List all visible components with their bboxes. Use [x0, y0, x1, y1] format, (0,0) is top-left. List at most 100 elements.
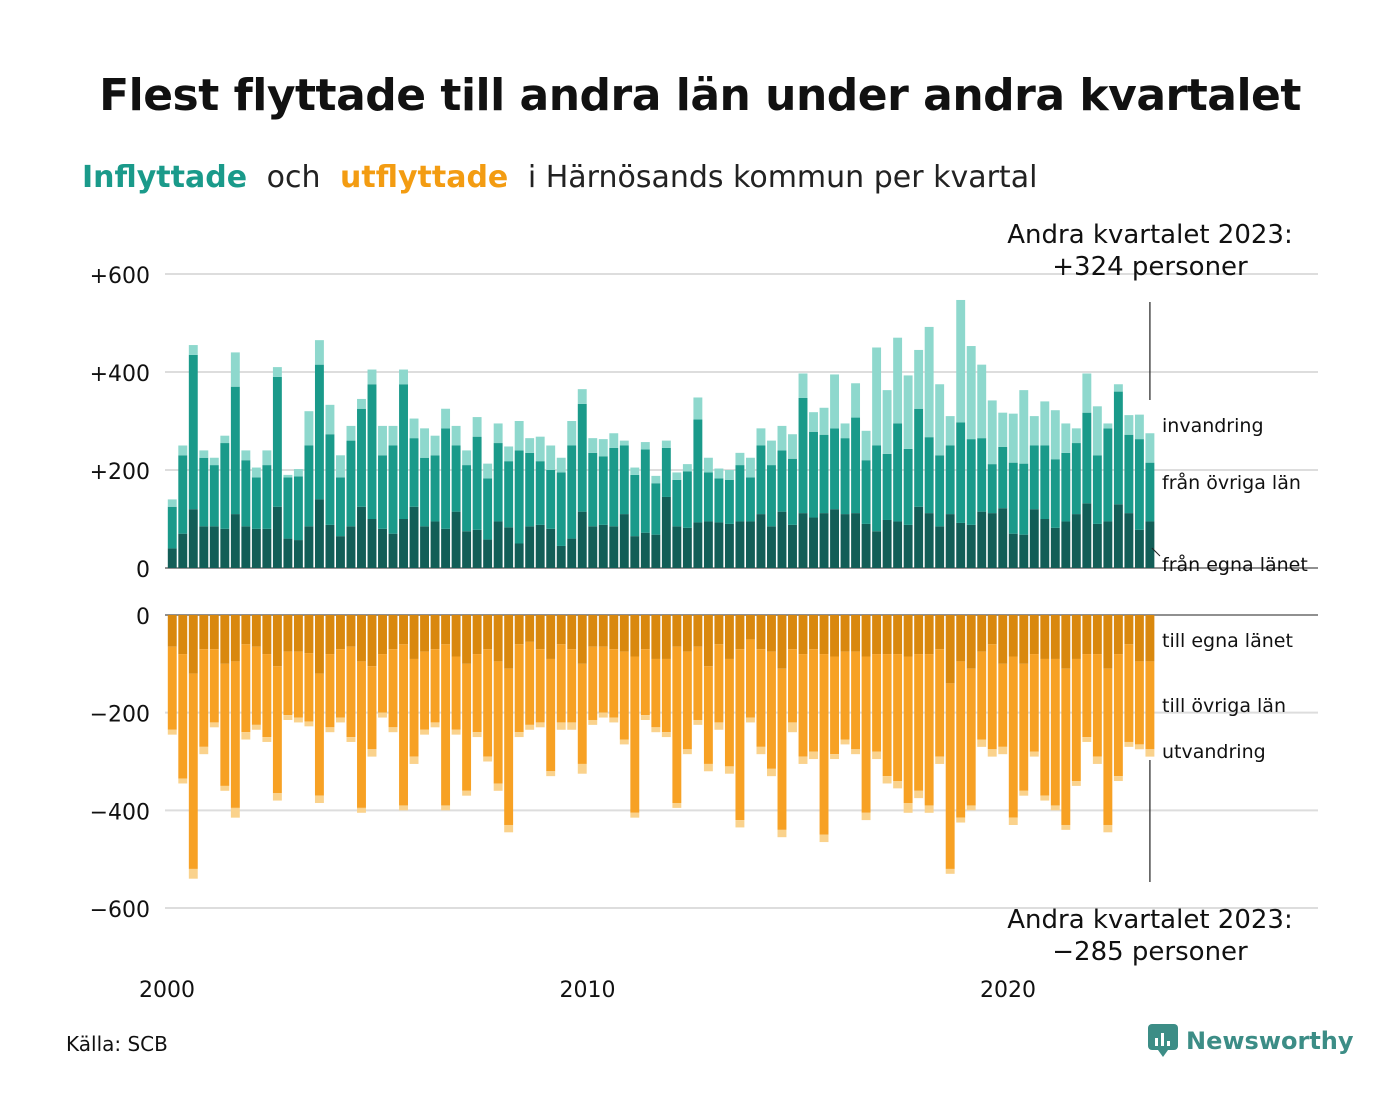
bar-out-own: [441, 615, 451, 645]
bar-out-emigration: [336, 717, 345, 723]
bar-out-emigration: [1082, 737, 1092, 742]
bar-out-emigration: [672, 803, 682, 808]
bar-in-immigration: [682, 464, 692, 472]
bar-out-other: [251, 646, 261, 725]
bar-in-own: [378, 528, 387, 568]
bar-in-other: [640, 449, 650, 533]
x-tick-label: 2010: [560, 978, 616, 1003]
bar-out-emigration: [188, 868, 198, 879]
bar-in-own: [1008, 533, 1018, 568]
series-label-till-egna-lanet: till egna länet: [1162, 630, 1293, 652]
bar-out-own: [535, 615, 545, 650]
bar-in-other: [1040, 445, 1050, 519]
bar-out-other: [745, 639, 755, 718]
bar-out-own: [619, 615, 629, 652]
bar-out-own: [430, 615, 440, 650]
bar-out-own: [378, 615, 387, 655]
bar-in-immigration: [588, 438, 598, 453]
bar-out-own: [819, 615, 829, 655]
bar-in-own: [893, 521, 903, 568]
bar-out-own: [346, 615, 356, 647]
bar-out-own: [987, 615, 997, 645]
bar-in-other: [472, 436, 482, 530]
bar-out-own: [1061, 615, 1071, 669]
bar-out-emigration: [262, 737, 272, 742]
bar-in-own: [756, 514, 766, 568]
bar-in-other: [451, 445, 461, 512]
bar-out-emigration: [535, 722, 545, 728]
bar-out-emigration: [230, 807, 240, 818]
bar-out-emigration: [441, 805, 451, 811]
y-tick-label: 0: [136, 605, 150, 630]
bar-in-other: [441, 428, 451, 529]
bar-in-other: [935, 455, 945, 527]
bar-out-emigration: [178, 778, 188, 784]
bar-in-own: [346, 526, 356, 568]
bar-in-own: [399, 519, 408, 568]
bar-in-own: [514, 543, 524, 568]
bar-in-own: [798, 513, 808, 568]
bar-in-immigration: [567, 421, 577, 446]
bar-in-other: [1050, 459, 1060, 528]
bar-in-own: [819, 513, 829, 568]
bar-in-other: [399, 384, 408, 519]
bar-out-own: [672, 615, 682, 647]
bar-in-immigration: [1029, 416, 1039, 446]
bar-in-immigration: [651, 475, 661, 484]
bar-out-emigration: [987, 749, 997, 757]
bar-in-other: [724, 479, 734, 524]
bar-in-other: [1029, 445, 1039, 510]
bar-out-emigration: [651, 727, 661, 733]
bar-in-other: [409, 438, 419, 507]
bar-in-immigration: [903, 375, 913, 449]
bar-out-emigration: [199, 746, 209, 755]
bar-out-other: [262, 654, 272, 738]
bar-out-other: [1040, 658, 1050, 796]
bar-out-emigration: [546, 771, 556, 777]
bar-in-other: [336, 477, 345, 537]
bar-in-other: [504, 461, 514, 528]
bar-in-own: [987, 513, 997, 568]
bar-in-immigration: [209, 457, 219, 466]
bar-out-own: [903, 615, 913, 657]
bar-in-other: [1019, 463, 1029, 535]
bar-out-emigration: [945, 868, 955, 874]
bar-in-own: [1092, 523, 1102, 568]
bar-in-own: [661, 496, 671, 568]
bar-in-immigration: [1040, 401, 1050, 446]
bar-out-emigration: [346, 737, 356, 742]
bar-in-own: [809, 517, 818, 568]
bar-in-immigration: [840, 423, 850, 439]
bar-in-other: [1113, 391, 1123, 505]
bar-out-emigration: [567, 722, 577, 730]
bar-out-other: [462, 663, 472, 791]
bar-in-immigration: [357, 398, 366, 409]
bar-in-immigration: [1124, 415, 1134, 435]
bar-in-own: [577, 511, 587, 568]
bar-out-other: [882, 654, 892, 777]
bar-out-other: [756, 649, 766, 747]
bar-out-emigration: [640, 715, 650, 720]
bar-in-other: [735, 465, 745, 522]
bar-in-own: [703, 521, 713, 568]
bar-in-immigration: [430, 435, 440, 456]
bar-in-immigration: [1061, 423, 1071, 453]
bar-in-immigration: [577, 389, 587, 404]
bar-out-emigration: [1008, 817, 1018, 825]
bar-out-other: [1134, 661, 1144, 745]
bar-in-own: [935, 526, 945, 568]
bar-out-other: [493, 661, 503, 784]
bar-in-immigration: [483, 463, 493, 479]
bar-out-other: [651, 658, 661, 728]
bar-in-own: [241, 526, 251, 568]
bar-in-other: [325, 434, 335, 525]
subtitle-och: och: [266, 160, 321, 195]
bar-in-own: [998, 508, 1008, 568]
bar-out-own: [756, 615, 766, 650]
bar-in-immigration: [767, 440, 776, 466]
bar-out-other: [357, 661, 366, 808]
bar-out-own: [714, 615, 724, 645]
source-note: Källa: SCB: [66, 1032, 168, 1056]
bar-in-other: [209, 465, 219, 527]
bar-out-emigration: [251, 724, 261, 730]
